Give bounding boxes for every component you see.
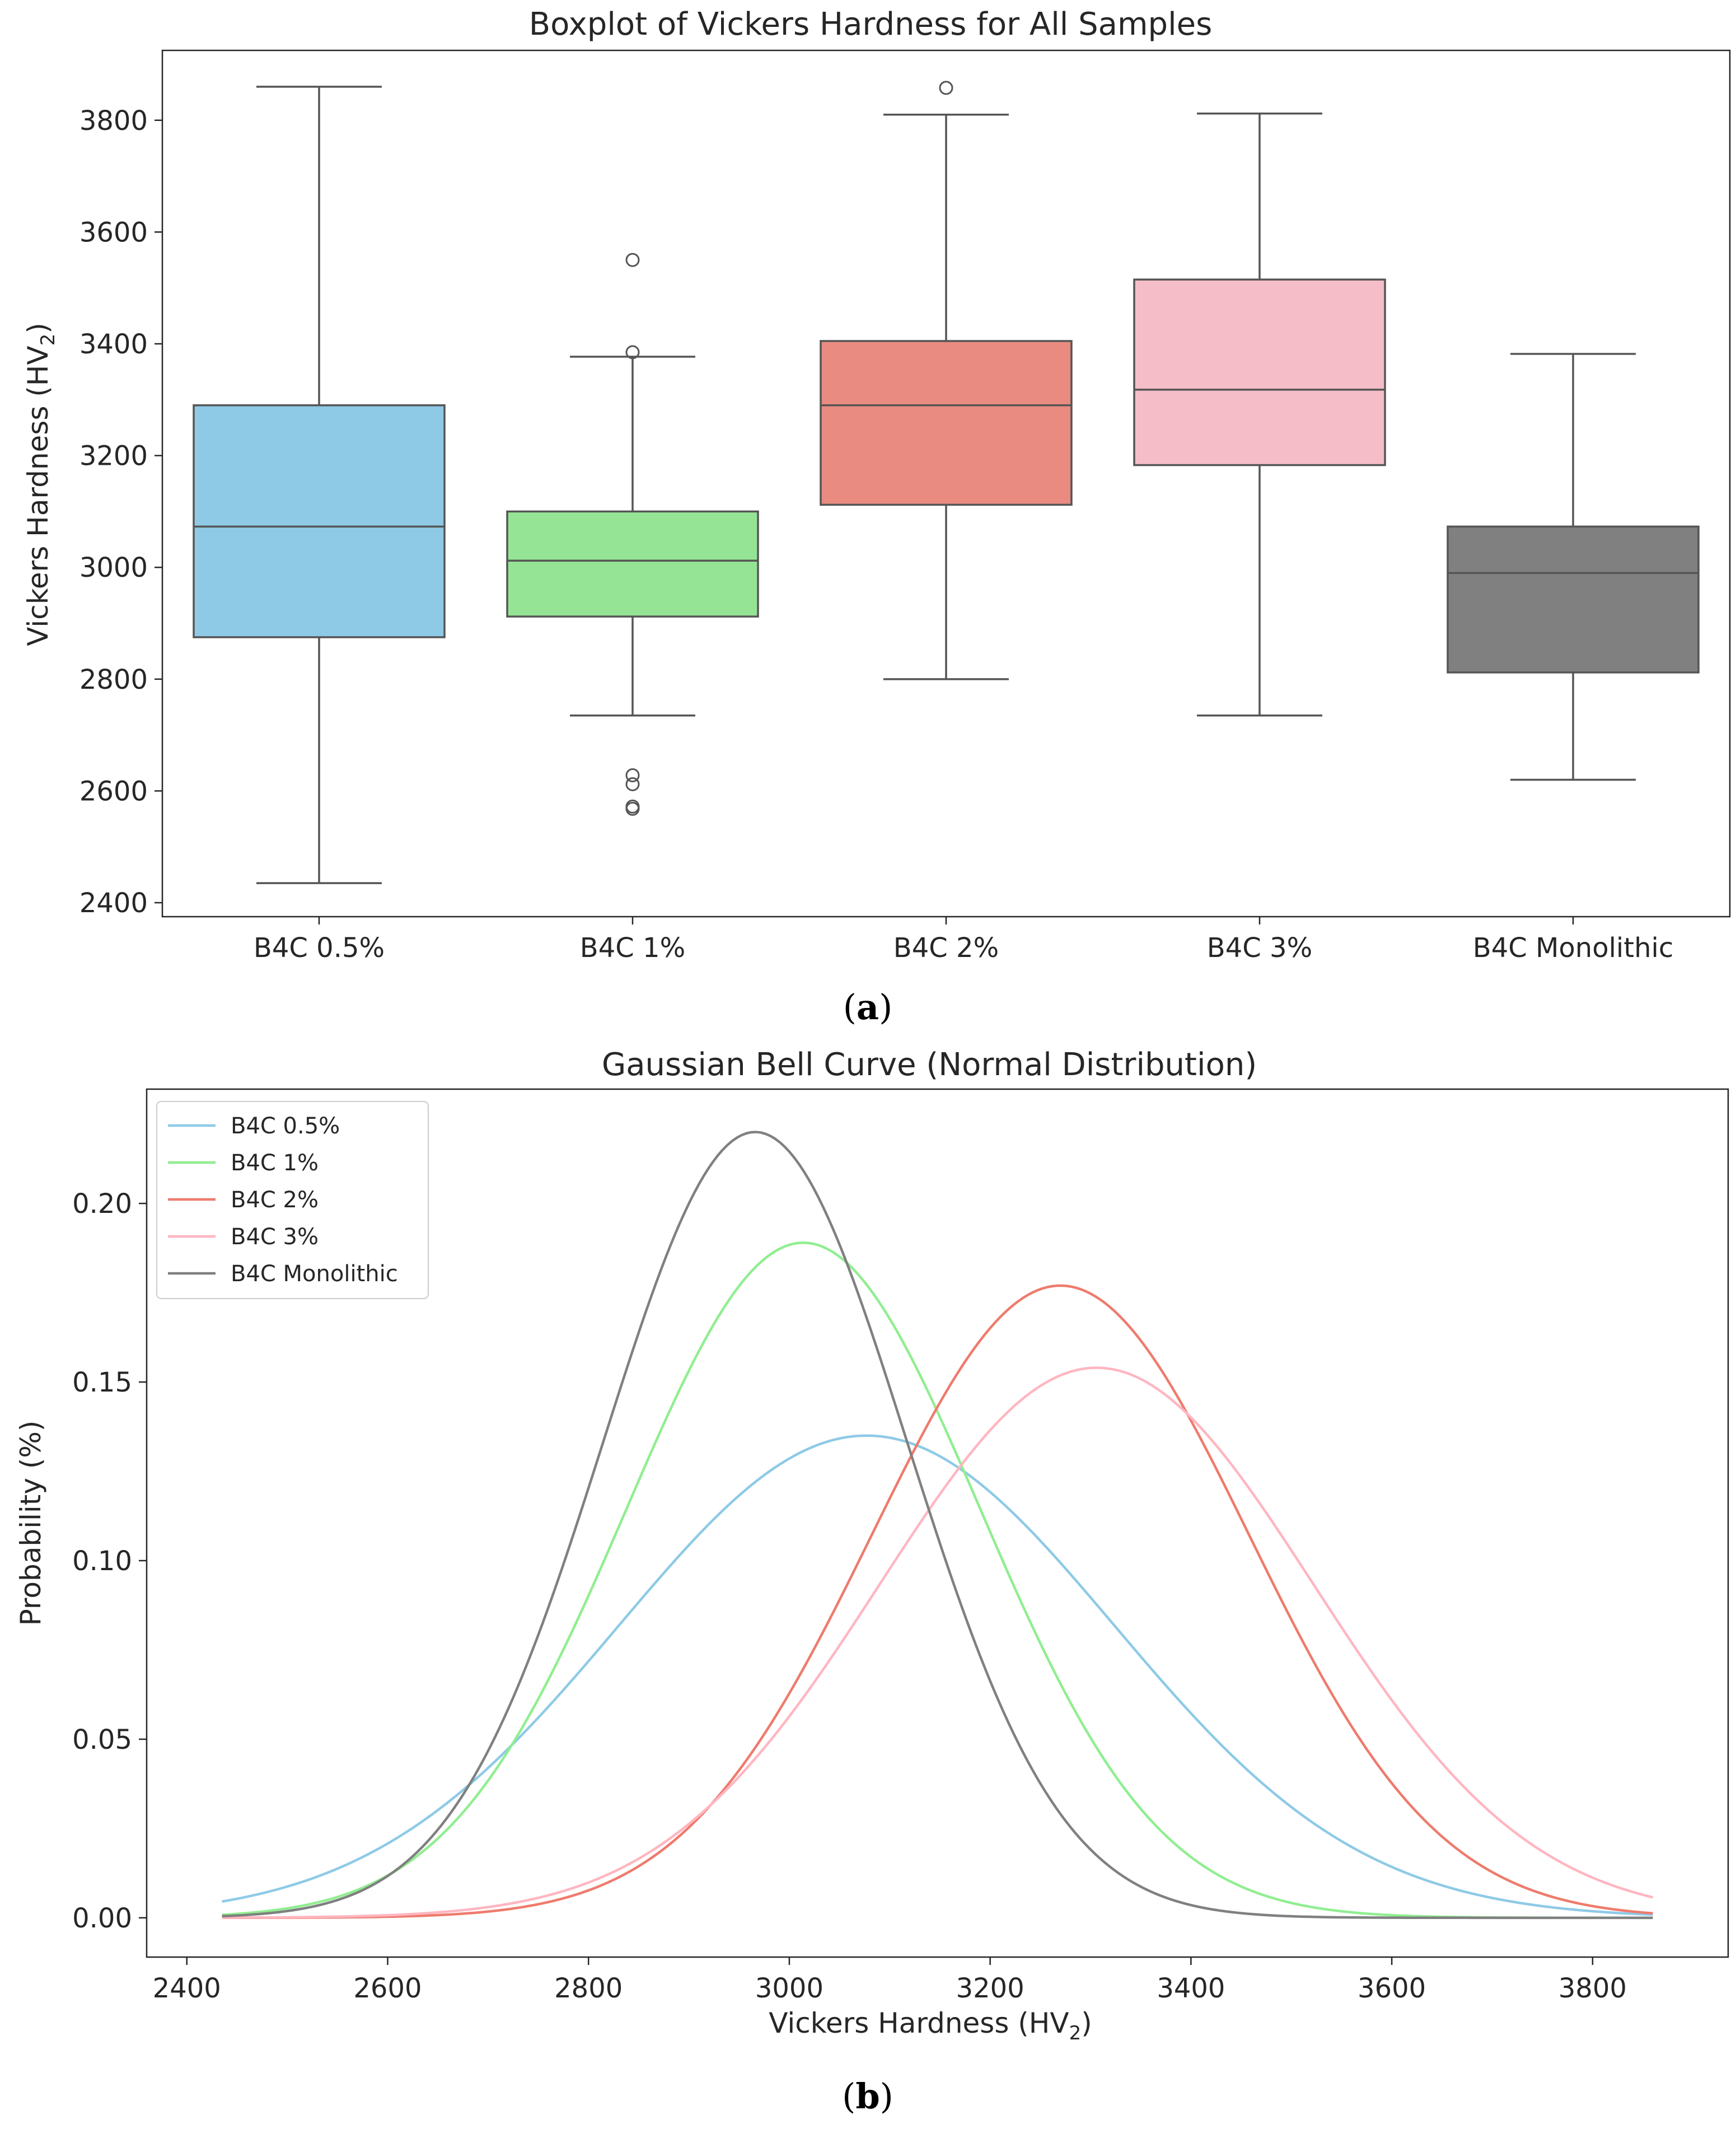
boxplot-x-tick-label: B4C 2% xyxy=(893,932,999,964)
boxplot-y-tick-label: 3400 xyxy=(79,329,148,360)
gaussian-x-tick-label: 2800 xyxy=(554,1973,623,2004)
box-b4c-1pct xyxy=(506,253,759,816)
legend-frame xyxy=(156,1101,429,1299)
legend-label-b4c-1pct: B4C 1% xyxy=(231,1150,319,1176)
boxplot-y-tick-label: 3800 xyxy=(79,105,148,137)
gaussian-y-tick-label: 0.10 xyxy=(72,1546,132,1577)
gaussian-x-tick-label: 3600 xyxy=(1358,1973,1426,2004)
gaussian-lines xyxy=(222,1131,1654,1920)
box-b4c-0-5pct-iqr xyxy=(193,404,446,638)
box-b4c-monolithic xyxy=(1447,353,1700,781)
box-b4c-1pct-iqr xyxy=(506,510,759,618)
box-b4c-1pct-outlier xyxy=(625,253,640,267)
gaussian-title: Gaussian Bell Curve (Normal Distribution… xyxy=(602,1047,1257,1083)
boxplot-x-tick-label: B4C 1% xyxy=(580,932,685,964)
boxplot-panel: Boxplot of Vickers Hardness for All Samp… xyxy=(22,6,1731,1028)
curve-b4c-0-5pct xyxy=(222,1434,1653,1916)
gaussian-x-axis-label: Vickers Hardness (HV2) xyxy=(769,2007,1092,2044)
boxplot-y-tick-label: 3600 xyxy=(79,217,148,248)
gaussian-x-tick-label: 3000 xyxy=(755,1973,823,2004)
boxplot-y-tick-label: 3200 xyxy=(79,441,148,472)
boxplot-boxes xyxy=(193,81,1700,884)
legend: B4C 0.5% B4C 1% B4C 2% B4C 3% B4C Monolithic xyxy=(156,1101,429,1299)
boxplot-y-tick-label: 2400 xyxy=(79,888,148,919)
curve-b4c-2pct xyxy=(222,1284,1653,1920)
box-b4c-2pct-iqr xyxy=(820,340,1073,506)
caption-a: (a) xyxy=(843,987,893,1028)
curve-b4c-1pct xyxy=(222,1241,1653,1920)
curve-b4c-monolithic xyxy=(222,1131,1653,1920)
gaussian-x-tick-label: 2600 xyxy=(353,1973,422,2004)
box-b4c-1pct-outlier xyxy=(625,768,640,782)
box-b4c-1pct-outlier xyxy=(625,799,640,814)
gaussian-y-ticks: 0.00 0.05 0.10 0.15 0.20 xyxy=(72,1188,147,1934)
gaussian-y-tick-label: 0.15 xyxy=(72,1367,132,1398)
curve-b4c-3pct xyxy=(222,1366,1654,1919)
legend-label-b4c-2pct: B4C 2% xyxy=(231,1187,319,1213)
gaussian-axes-frame xyxy=(146,1088,1729,1958)
gaussian-x-tick-label: 3800 xyxy=(1559,1973,1627,2004)
legend-label-b4c-0-5pct: B4C 0.5% xyxy=(231,1113,340,1139)
boxplot-y-ticks: 2400 2600 2800 3000 3200 3400 3600 3800 xyxy=(79,105,162,919)
gaussian-y-tick-label: 0.05 xyxy=(72,1724,132,1756)
box-b4c-3pct xyxy=(1133,113,1386,717)
box-b4c-1pct-outlier xyxy=(625,777,640,791)
gaussian-y-axis-label: Probability (%) xyxy=(15,1421,47,1626)
boxplot-y-tick-label: 3000 xyxy=(79,552,148,583)
gaussian-y-tick-label: 0.00 xyxy=(72,1903,132,1934)
gaussian-y-tick-label: 0.20 xyxy=(72,1188,132,1220)
gaussian-x-tick-label: 3200 xyxy=(956,1973,1024,2004)
boxplot-x-ticks: B4C 0.5% B4C 1% B4C 2% B4C 3% B4C Monolithic xyxy=(254,917,1673,964)
box-b4c-2pct xyxy=(820,81,1073,680)
box-b4c-0-5pct xyxy=(193,86,446,884)
boxplot-y-tick-label: 2800 xyxy=(79,664,148,695)
box-b4c-3pct-iqr xyxy=(1133,278,1386,466)
boxplot-x-tick-label: B4C 0.5% xyxy=(254,932,385,964)
legend-label-b4c-monolithic: B4C Monolithic xyxy=(231,1261,398,1287)
boxplot-axes-frame xyxy=(161,49,1731,918)
box-b4c-1pct-outlier xyxy=(625,345,640,359)
boxplot-x-tick-label: B4C Monolithic xyxy=(1473,932,1673,964)
box-b4c-2pct-outlier xyxy=(939,81,953,95)
caption-b: (b) xyxy=(842,2076,893,2117)
gaussian-x-tick-label: 3400 xyxy=(1157,1973,1225,2004)
boxplot-y-axis-label: Vickers Hardness (HV2) xyxy=(22,323,59,646)
box-b4c-monolithic-iqr xyxy=(1447,525,1700,674)
gaussian-panel: Gaussian Bell Curve (Normal Distribution… xyxy=(15,1047,1729,2117)
gaussian-x-tick-label: 2400 xyxy=(153,1973,221,2004)
boxplot-y-tick-label: 2600 xyxy=(79,776,148,807)
gaussian-x-ticks: 2400 2600 2800 3000 3200 3400 3600 3800 xyxy=(153,1957,1627,2004)
legend-label-b4c-3pct: B4C 3% xyxy=(231,1224,319,1250)
boxplot-x-tick-label: B4C 3% xyxy=(1207,932,1312,964)
boxplot-title: Boxplot of Vickers Hardness for All Samp… xyxy=(529,6,1213,43)
